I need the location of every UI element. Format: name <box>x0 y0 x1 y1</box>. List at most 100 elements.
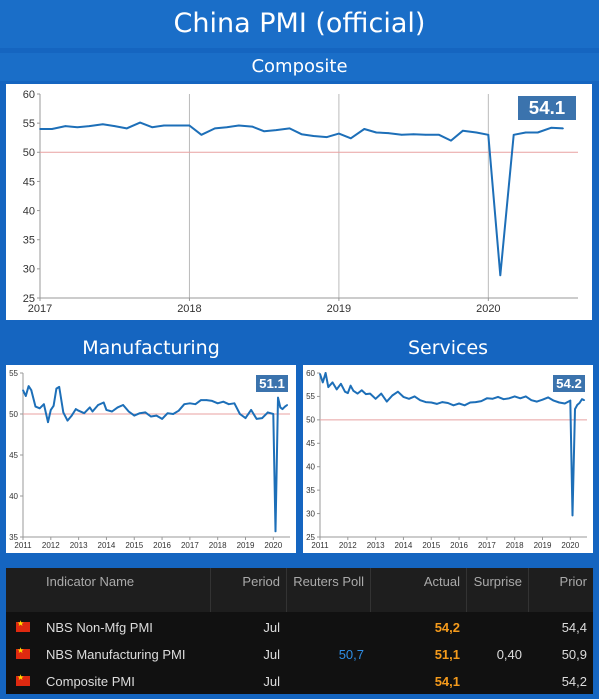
row-actual: 54,2 <box>434 619 460 635</box>
data-point <box>22 389 24 392</box>
data-point <box>228 403 230 405</box>
row-surprise <box>466 614 528 640</box>
data-point <box>127 410 130 413</box>
data-point <box>331 381 334 384</box>
data-point <box>550 127 552 129</box>
data-point <box>391 394 394 397</box>
header-prior[interactable]: Prior <box>528 568 593 612</box>
y-tick-label: 45 <box>23 176 35 188</box>
table-header-row: Indicator Name Period Reuters Poll Actua… <box>6 568 593 612</box>
data-point <box>101 123 104 126</box>
table-row[interactable]: NBS Non-Mfg PMI Jul 54,2 54,4 <box>6 614 593 640</box>
last-value-label: 54.2 <box>556 376 582 391</box>
header-actual[interactable]: Actual <box>370 568 466 612</box>
data-point <box>39 128 41 130</box>
data-point <box>216 402 219 405</box>
data-point <box>430 401 433 404</box>
header-indicator[interactable]: Indicator Name <box>40 568 210 612</box>
data-point <box>51 128 53 130</box>
data-point <box>438 134 440 136</box>
data-point <box>338 132 340 135</box>
data-point <box>569 399 572 402</box>
data-point <box>349 384 352 387</box>
data-point <box>266 411 269 414</box>
y-tick-label: 60 <box>23 89 35 101</box>
data-point <box>239 413 241 415</box>
y-tick-label: 50 <box>9 410 18 419</box>
x-tick-label: 2013 <box>70 541 88 550</box>
y-tick-label: 60 <box>306 369 315 378</box>
data-point <box>463 404 466 407</box>
data-point <box>261 417 263 419</box>
row-surprise <box>466 668 528 694</box>
data-point <box>91 410 94 413</box>
y-tick-label: 50 <box>23 147 35 159</box>
data-point <box>474 401 477 403</box>
row-surprise: 0,40 <box>496 646 522 662</box>
data-point <box>486 397 488 400</box>
data-point <box>122 404 124 406</box>
data-point <box>574 408 576 410</box>
data-point <box>374 397 377 400</box>
row-indicator[interactable]: NBS Non-Mfg PMI <box>46 619 153 635</box>
last-value-badge <box>518 96 576 120</box>
x-tick-label: 2011 <box>14 541 32 550</box>
data-point <box>369 392 371 395</box>
data-point <box>163 124 165 127</box>
header-period[interactable]: Period <box>210 568 286 612</box>
x-tick-label: 2011 <box>311 541 329 550</box>
data-point <box>502 398 505 401</box>
row-indicator[interactable]: NBS Manufacturing PMI <box>46 646 186 662</box>
data-point <box>214 127 216 130</box>
data-point <box>300 133 303 136</box>
data-point <box>38 407 41 410</box>
data-point <box>402 396 405 398</box>
data-point <box>288 127 291 130</box>
data-point <box>469 401 471 404</box>
data-point <box>576 404 579 406</box>
data-point <box>275 129 277 131</box>
data-point <box>352 390 355 392</box>
data-point <box>400 134 403 136</box>
data-point <box>562 127 564 130</box>
row-actual: 51,1 <box>434 646 460 662</box>
data-point <box>541 398 544 401</box>
data-point <box>375 131 378 134</box>
data-point <box>536 131 539 134</box>
data-point <box>62 411 65 414</box>
data-point <box>102 401 105 404</box>
y-tick-label: 45 <box>9 451 18 460</box>
header-surprise[interactable]: Surprise <box>466 568 528 612</box>
data-point <box>139 121 141 124</box>
header-reuters-poll[interactable]: Reuters Poll <box>286 568 370 612</box>
data-point <box>356 392 359 395</box>
data-point <box>70 414 73 417</box>
data-point <box>286 404 289 406</box>
table-row[interactable]: NBS Manufacturing PMI Jul 50,7 51,1 0,40… <box>6 641 593 667</box>
data-point <box>111 410 113 413</box>
last-value-label: 54.1 <box>529 97 565 118</box>
manufacturing-chart: 35 40 45 50 55 2011 2012 2013 2014 2015 2016 2017 20… <box>9 369 290 550</box>
data-point <box>487 134 490 136</box>
y-tick-label: 35 <box>306 486 315 495</box>
data-point <box>340 382 342 385</box>
table-row[interactable]: Composite PMI Jul 54,1 54,2 <box>6 668 593 694</box>
services-heading: Services <box>407 337 489 359</box>
data-point <box>563 402 566 405</box>
y-tick-label: 40 <box>306 463 315 472</box>
data-point <box>344 390 346 393</box>
data-point <box>387 132 390 134</box>
manufacturing-heading: Manufacturing <box>82 337 220 359</box>
row-reuters-poll <box>286 668 370 694</box>
data-point <box>412 133 415 136</box>
data-point <box>380 392 382 395</box>
data-point <box>251 125 254 128</box>
y-tick-label: 25 <box>23 293 35 305</box>
data-point <box>525 395 527 398</box>
y-tick-label: 40 <box>23 205 35 217</box>
x-tick-label: 2014 <box>98 541 116 550</box>
data-point <box>188 124 191 127</box>
row-indicator[interactable]: Composite PMI <box>46 673 135 689</box>
data-point <box>43 403 45 405</box>
indicator-table: Indicator Name Period Reuters Poll Actua… <box>6 568 593 694</box>
